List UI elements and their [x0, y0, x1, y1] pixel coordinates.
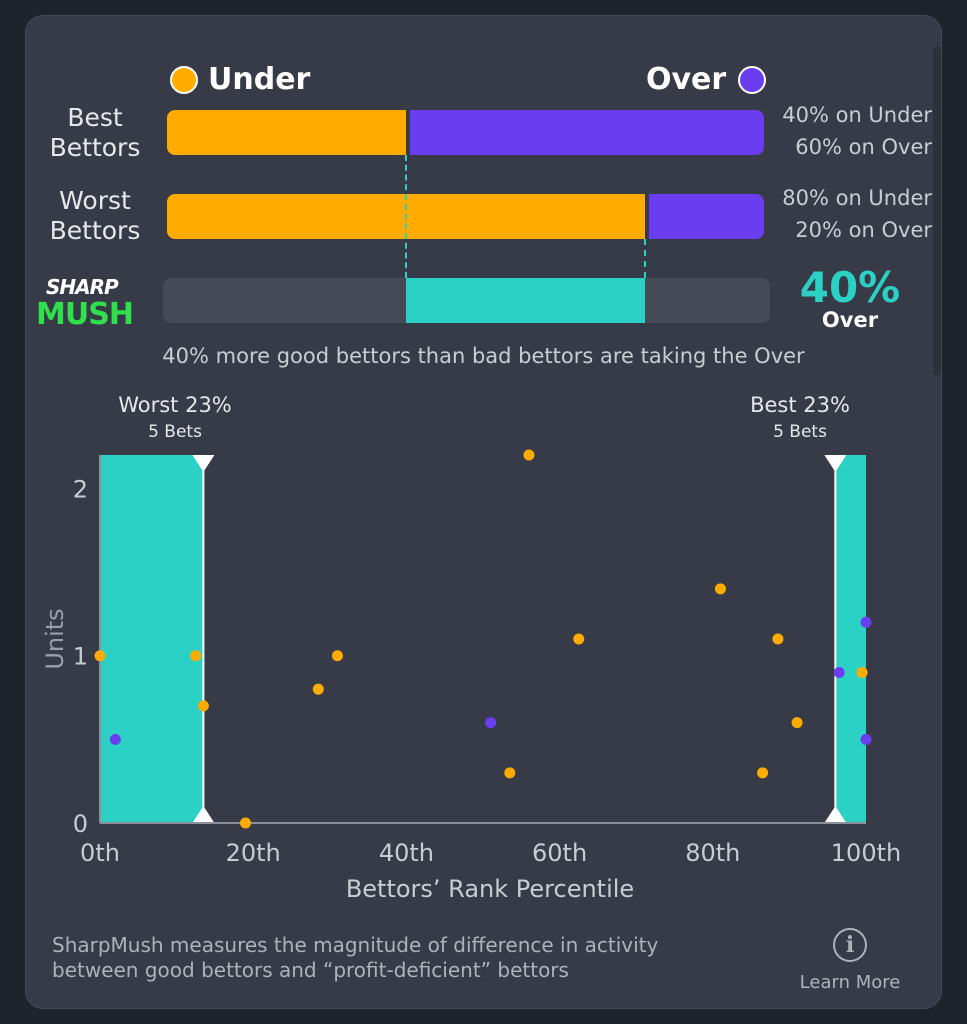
info-icon: i [833, 928, 867, 962]
over-point [485, 717, 497, 729]
worst-label-line2: Bettors [49, 216, 141, 245]
best-zone-boundary-top-marker [824, 455, 847, 472]
worst-split-guide [643, 239, 646, 278]
over-point [860, 733, 872, 745]
y-tick-label: 2 [73, 475, 88, 503]
y-tick-label: 0 [73, 810, 88, 838]
best-label-line2: Bettors [49, 133, 141, 162]
over-point [860, 616, 872, 628]
sharpmush-summary: 40% more good bettors than bad bettors a… [162, 344, 805, 368]
worst-zone-label: Worst 23% [118, 393, 232, 417]
bar-divider [644, 194, 649, 239]
worst-bettors-label: Worst Bettors [30, 186, 160, 246]
logo-line1: SHARP [46, 275, 119, 299]
best-zone-band [835, 455, 866, 823]
worst-bettors-bar [167, 194, 764, 239]
best-under-segment [167, 110, 406, 155]
over-point [833, 666, 845, 678]
under-point [504, 767, 516, 779]
best-split-guide [404, 155, 407, 278]
footer-description: SharpMush measures the magnitude of diff… [52, 933, 752, 983]
best-zone-label: Best 23% [750, 393, 850, 417]
y-axis-label: Units [41, 608, 69, 669]
under-point [331, 650, 343, 662]
best-under-text: 40% on Under [782, 103, 932, 127]
best-zone-boundary-bottom-marker [824, 806, 847, 823]
worst-zone-bets: 5 Bets [148, 422, 202, 442]
logo-line2: MUSH [36, 297, 134, 332]
under-dot-icon [170, 65, 198, 94]
under-point [94, 650, 106, 662]
x-tick-label: 20th [226, 839, 281, 867]
under-point [791, 717, 803, 729]
over-point [109, 733, 121, 745]
sharpmush-value: 40% [799, 263, 901, 312]
worst-label-line1: Worst [59, 186, 131, 215]
under-point [190, 650, 202, 662]
best-bettors-bar [167, 110, 764, 155]
legend-over: Over [646, 62, 767, 97]
over-dot-icon [738, 65, 767, 94]
x-axis-label: Bettors’ Rank Percentile [346, 875, 634, 903]
x-tick-label: 100th [831, 839, 901, 867]
learn-more-label: Learn More [799, 972, 901, 993]
x-tick-label: 60th [532, 839, 587, 867]
sharpmush-direction: Over [821, 308, 879, 332]
worst-zone-boundary-bottom-marker [192, 806, 215, 823]
under-point [312, 683, 324, 695]
best-bettors-stats: 40% on Under 60% on Over [767, 99, 932, 163]
worst-under-text: 80% on Under [782, 186, 932, 210]
worst-over-segment [648, 194, 764, 239]
worst-zone-band [100, 455, 204, 823]
worst-bettors-stats: 80% on Under 20% on Over [767, 182, 932, 246]
best-over-segment [409, 110, 764, 155]
x-tick-label: 0th [80, 839, 120, 867]
bar-divider [405, 110, 410, 155]
learn-more-button[interactable]: i Learn More [790, 928, 910, 993]
legend-under-label: Under [208, 62, 311, 97]
under-point [772, 633, 784, 645]
best-zone-bets: 5 Bets [773, 422, 827, 442]
legend-under: Under [170, 62, 310, 97]
under-point [197, 700, 209, 712]
under-point [240, 817, 252, 829]
legend-over-label: Over [646, 62, 727, 97]
best-over-text: 60% on Over [795, 135, 932, 159]
under-point [757, 767, 769, 779]
y-tick-label: 1 [73, 643, 88, 671]
worst-over-text: 20% on Over [795, 218, 932, 242]
under-point [523, 449, 535, 461]
scrollbar[interactable] [933, 46, 941, 376]
best-label-line1: Best [67, 103, 123, 132]
under-point [856, 666, 868, 678]
sharpmush-logo: SHARP MUSH [36, 275, 150, 337]
sharpmush-fill [405, 278, 645, 323]
x-tick-label: 80th [685, 839, 740, 867]
worst-zone-boundary-top-marker [192, 455, 215, 472]
under-point [573, 633, 585, 645]
footer-line2: between good bettors and “profit-deficie… [52, 958, 569, 982]
footer-line1: SharpMush measures the magnitude of diff… [52, 933, 659, 957]
under-point [714, 583, 726, 595]
x-tick-label: 40th [379, 839, 434, 867]
best-bettors-label: Best Bettors [30, 103, 160, 163]
